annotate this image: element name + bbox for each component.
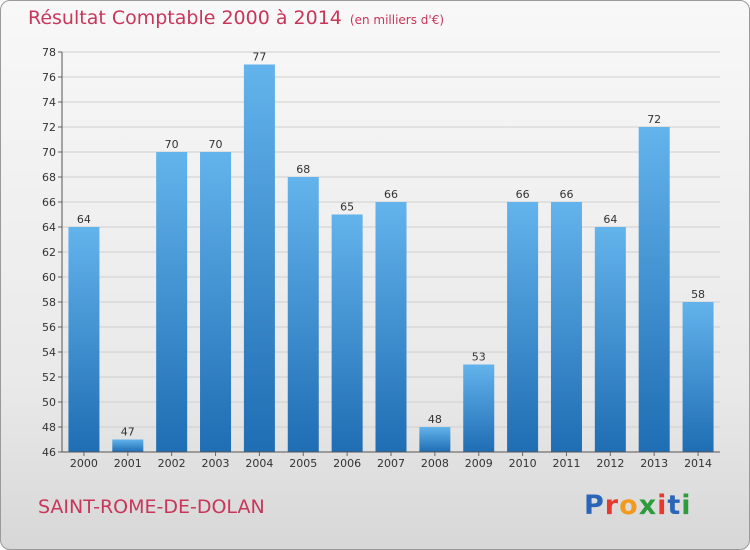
y-tick-label: 68 xyxy=(42,171,56,184)
logo-letter: P xyxy=(584,490,605,521)
y-tick-label: 50 xyxy=(42,396,56,409)
axes: 46 48 50 52 54 56 58 60 62 64 66 68 70 72 74 76 78 2000 20… xyxy=(42,46,720,470)
data-label: 53 xyxy=(472,351,486,364)
commune-name: SAINT-ROME-DE-DOLAN xyxy=(38,496,265,518)
logo-letter: i xyxy=(681,490,692,521)
bar-2010 xyxy=(507,202,539,452)
proxiti-logo[interactable]: Proxiti xyxy=(584,490,692,521)
bar-2000 xyxy=(68,227,100,452)
y-tick-label: 48 xyxy=(42,421,56,434)
data-label: 58 xyxy=(691,288,705,301)
data-label: 64 xyxy=(77,213,91,226)
bar-2014 xyxy=(682,302,714,452)
x-tick-label: 2014 xyxy=(684,457,712,470)
data-label: 65 xyxy=(340,201,354,214)
data-label: 66 xyxy=(559,188,573,201)
x-tick-label: 2005 xyxy=(289,457,317,470)
chart-title: Résultat Comptable 2000 à 2014 (en millie… xyxy=(28,7,444,29)
bars: 64 47 70 70 77 68 65 66 48 53 66 66 64 72 58 xyxy=(68,51,714,452)
chart-title-text: Résultat Comptable 2000 à 2014 xyxy=(28,7,342,29)
x-tick-label: 2001 xyxy=(114,457,142,470)
data-label: 64 xyxy=(603,213,617,226)
bar-2011 xyxy=(550,202,582,452)
y-tick-label: 52 xyxy=(42,371,56,384)
data-label: 66 xyxy=(516,188,530,201)
x-tick-label: 2000 xyxy=(70,457,98,470)
y-tick-label: 56 xyxy=(42,321,56,334)
y-tick-label: 60 xyxy=(42,271,56,284)
x-tick-label: 2004 xyxy=(245,457,273,470)
x-tick-label: 2002 xyxy=(158,457,186,470)
logo-letter: i xyxy=(657,490,668,521)
y-tick-label: 46 xyxy=(42,446,56,459)
y-tick-label: 78 xyxy=(42,46,56,59)
x-tick-label: 2013 xyxy=(640,457,668,470)
bar-2004 xyxy=(243,64,275,452)
data-label: 77 xyxy=(252,51,266,64)
y-tick-label: 72 xyxy=(42,121,56,134)
x-tick-label: 2010 xyxy=(509,457,537,470)
y-tick-label: 58 xyxy=(42,296,56,309)
logo-letter: t xyxy=(667,490,682,521)
data-label: 72 xyxy=(647,113,661,126)
x-tick-label: 2012 xyxy=(596,457,624,470)
data-label: 70 xyxy=(165,138,179,151)
bar-2005 xyxy=(287,177,319,452)
x-tick-label: 2003 xyxy=(202,457,230,470)
bar-2008 xyxy=(419,427,451,452)
bar-2003 xyxy=(200,152,232,452)
y-tick-label: 54 xyxy=(42,346,56,359)
data-label: 47 xyxy=(121,426,135,439)
bar-2007 xyxy=(375,202,407,452)
y-tick-label: 64 xyxy=(42,221,56,234)
y-tick-label: 70 xyxy=(42,146,56,159)
bar-2012 xyxy=(594,227,626,452)
logo-letter: x xyxy=(638,490,658,521)
data-label: 48 xyxy=(428,413,442,426)
bar-2013 xyxy=(638,127,670,452)
bar-2001 xyxy=(112,439,144,452)
x-tick-label: 2008 xyxy=(421,457,449,470)
data-label: 68 xyxy=(296,163,310,176)
chart-unit-label: (en milliers d'€) xyxy=(349,13,445,27)
x-tick-label: 2006 xyxy=(333,457,361,470)
x-tick-label: 2007 xyxy=(377,457,405,470)
data-label: 66 xyxy=(384,188,398,201)
data-label: 70 xyxy=(209,138,223,151)
bar-2006 xyxy=(331,214,363,452)
logo-letter: o xyxy=(619,490,639,521)
bar-2002 xyxy=(156,152,188,452)
y-tick-label: 76 xyxy=(42,71,56,84)
x-tick-label: 2011 xyxy=(552,457,580,470)
y-tick-label: 74 xyxy=(42,96,56,109)
y-tick-label: 62 xyxy=(42,246,56,259)
x-tick-label: 2009 xyxy=(465,457,493,470)
bar-2009 xyxy=(463,364,495,452)
logo-letter: r xyxy=(604,490,620,521)
y-tick-label: 66 xyxy=(42,196,56,209)
